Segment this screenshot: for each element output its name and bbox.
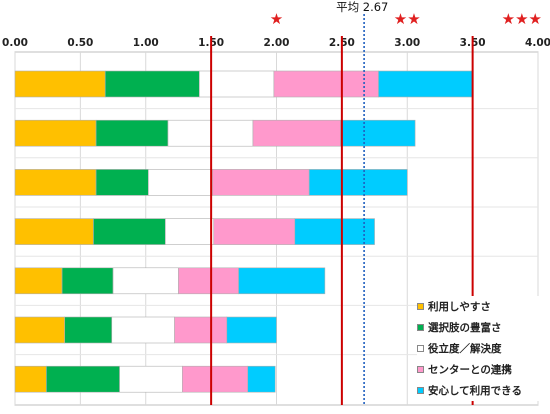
bar-segment xyxy=(252,119,341,147)
bar-segment xyxy=(95,169,149,196)
bar-segment xyxy=(14,169,97,196)
bar-segment xyxy=(111,316,175,344)
star-marker: ★★ xyxy=(394,10,421,28)
bar-segment xyxy=(182,365,249,393)
legend-label: 役立度／解決度 xyxy=(428,343,502,355)
legend-swatch xyxy=(417,324,424,331)
bar-segment xyxy=(165,218,215,245)
star-marker: ★★★ xyxy=(502,10,542,28)
legend-label: 利用しやすさ xyxy=(428,301,491,313)
legend-item: 選択肢の豊富さ xyxy=(417,317,545,338)
bar-segment xyxy=(14,218,94,245)
legend-item: 安心して利用できる xyxy=(417,380,545,401)
bar-segment xyxy=(212,169,310,196)
bar-segment xyxy=(308,169,408,196)
bar-segment xyxy=(294,218,375,245)
bar-segment xyxy=(226,316,277,344)
legend-item: 利用しやすさ xyxy=(417,296,545,317)
bar-segment xyxy=(238,267,326,295)
average-label: 平均 2.67 xyxy=(336,0,388,14)
bar-segment xyxy=(14,267,63,295)
legend-swatch xyxy=(417,303,424,310)
bar-segment xyxy=(247,365,276,393)
bar-segment xyxy=(378,70,473,98)
legend: 利用しやすさ 選択肢の豊富さ 役立度／解決度 センターとの連携 安心して利用できる xyxy=(417,296,545,401)
bar-segment xyxy=(340,119,416,147)
bar-segment xyxy=(93,218,166,245)
bar-segment xyxy=(104,70,200,98)
tick-label: 0.00 xyxy=(2,37,28,49)
bar-segment xyxy=(14,316,65,344)
bar-segment xyxy=(14,70,106,98)
legend-item: 役立度／解決度 xyxy=(417,338,545,359)
bar-segment xyxy=(95,119,169,147)
legend-label: 安心して利用できる xyxy=(428,385,522,397)
bar-segment xyxy=(112,267,179,295)
tick-label: 2.00 xyxy=(264,37,290,49)
tick-label: 0.50 xyxy=(67,37,93,49)
bar-segment xyxy=(14,119,97,147)
legend-label: 選択肢の豊富さ xyxy=(428,322,502,334)
tick-label: 3.00 xyxy=(394,37,420,49)
legend-item: センターとの連携 xyxy=(417,359,545,380)
bar-segment xyxy=(14,365,47,393)
legend-label: センターとの連携 xyxy=(428,364,512,376)
bar-segment xyxy=(174,316,228,344)
bar-segment xyxy=(46,365,120,393)
tick-label: 1.00 xyxy=(133,37,159,49)
star-marker: ★ xyxy=(270,10,283,28)
bar-segment xyxy=(61,267,114,295)
legend-swatch xyxy=(417,387,424,394)
bar-segment xyxy=(148,169,213,196)
bar-segment xyxy=(273,70,379,98)
bar-segment xyxy=(64,316,113,344)
tick-label: 4.00 xyxy=(525,37,550,49)
legend-swatch xyxy=(417,366,424,373)
bar-segment xyxy=(213,218,296,245)
legend-swatch xyxy=(417,345,424,352)
bar-segment xyxy=(178,267,239,295)
bar-segment xyxy=(119,365,183,393)
